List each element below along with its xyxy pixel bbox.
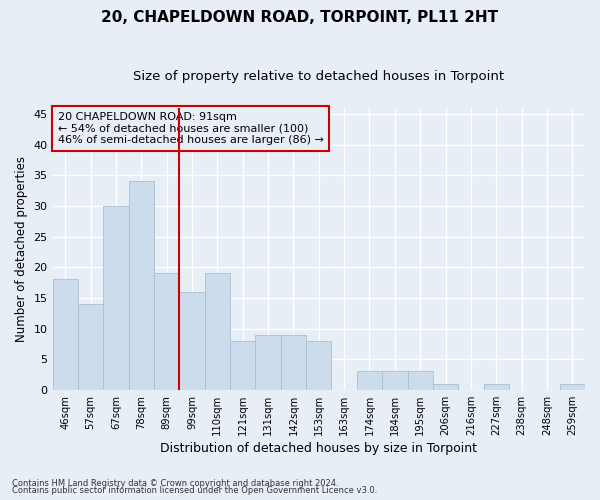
Text: 20, CHAPELDOWN ROAD, TORPOINT, PL11 2HT: 20, CHAPELDOWN ROAD, TORPOINT, PL11 2HT [101,10,499,25]
Bar [205,274,230,390]
Text: Contains public sector information licensed under the Open Government Licence v3: Contains public sector information licen… [12,486,377,495]
Bar [78,304,103,390]
Title: Size of property relative to detached houses in Torpoint: Size of property relative to detached ho… [133,70,505,83]
Bar [407,372,433,390]
X-axis label: Distribution of detached houses by size in Torpoint: Distribution of detached houses by size … [160,442,477,455]
Bar [256,334,281,390]
Bar [179,292,205,390]
Bar [357,372,382,390]
Bar [154,274,179,390]
Bar [306,341,331,390]
Bar [560,384,585,390]
Bar [53,280,78,390]
Text: Contains HM Land Registry data © Crown copyright and database right 2024.: Contains HM Land Registry data © Crown c… [12,478,338,488]
Text: 20 CHAPELDOWN ROAD: 91sqm
← 54% of detached houses are smaller (100)
46% of semi: 20 CHAPELDOWN ROAD: 91sqm ← 54% of detac… [58,112,324,145]
Bar [484,384,509,390]
Bar [433,384,458,390]
Y-axis label: Number of detached properties: Number of detached properties [15,156,28,342]
Bar [230,341,256,390]
Bar [128,182,154,390]
Bar [103,206,128,390]
Bar [281,334,306,390]
Bar [382,372,407,390]
